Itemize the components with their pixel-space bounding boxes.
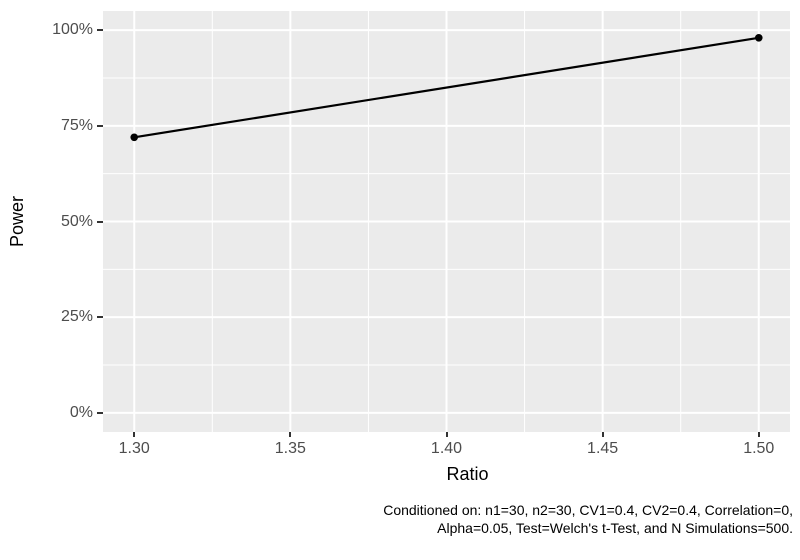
- y-axis-tick-label: 50%: [60, 212, 93, 230]
- x-axis-tick-mark: [601, 432, 604, 437]
- y-axis-tick-mark: [97, 124, 103, 127]
- y-axis-tick-mark: [97, 29, 103, 32]
- x-axis-tick-mark: [757, 432, 760, 437]
- y-axis-tick-mark: [97, 411, 103, 414]
- plot-panel: [103, 11, 790, 432]
- series-line: [133, 36, 760, 139]
- x-axis-tick-label: 1.40: [430, 440, 463, 457]
- y-axis-tick-label: 100%: [52, 21, 93, 39]
- caption: Conditioned on: n1=30, n2=30, CV1=0.4, C…: [383, 501, 793, 537]
- y-axis-tick-label: 25%: [60, 308, 93, 326]
- y-axis-tick-label: 0%: [69, 403, 93, 421]
- y-axis-title-wrap: Power: [2, 0, 34, 443]
- y-axis-tick-label: 75%: [60, 116, 93, 134]
- data-point: [130, 133, 139, 142]
- x-axis-tick-label: 1.50: [743, 440, 775, 457]
- x-axis-tick-mark: [445, 432, 448, 437]
- x-axis-tick-label: 1.35: [274, 440, 306, 457]
- x-axis-title: Ratio: [446, 464, 489, 484]
- y-axis-tick-mark: [97, 220, 103, 223]
- data-point: [754, 33, 763, 42]
- plot-area-svg: [103, 11, 790, 432]
- y-axis-tick-mark: [97, 316, 103, 319]
- caption-line-2: Alpha=0.05, Test=Welch's t-Test, and N S…: [437, 520, 793, 536]
- x-axis-tick-mark: [289, 432, 292, 437]
- y-axis-title: Power: [7, 195, 28, 248]
- caption-line-1: Conditioned on: n1=30, n2=30, CV1=0.4, C…: [383, 502, 793, 518]
- x-axis-tick-label: 1.30: [118, 440, 150, 457]
- x-axis-tick-mark: [133, 432, 136, 437]
- x-axis-tick-label: 1.45: [587, 440, 619, 457]
